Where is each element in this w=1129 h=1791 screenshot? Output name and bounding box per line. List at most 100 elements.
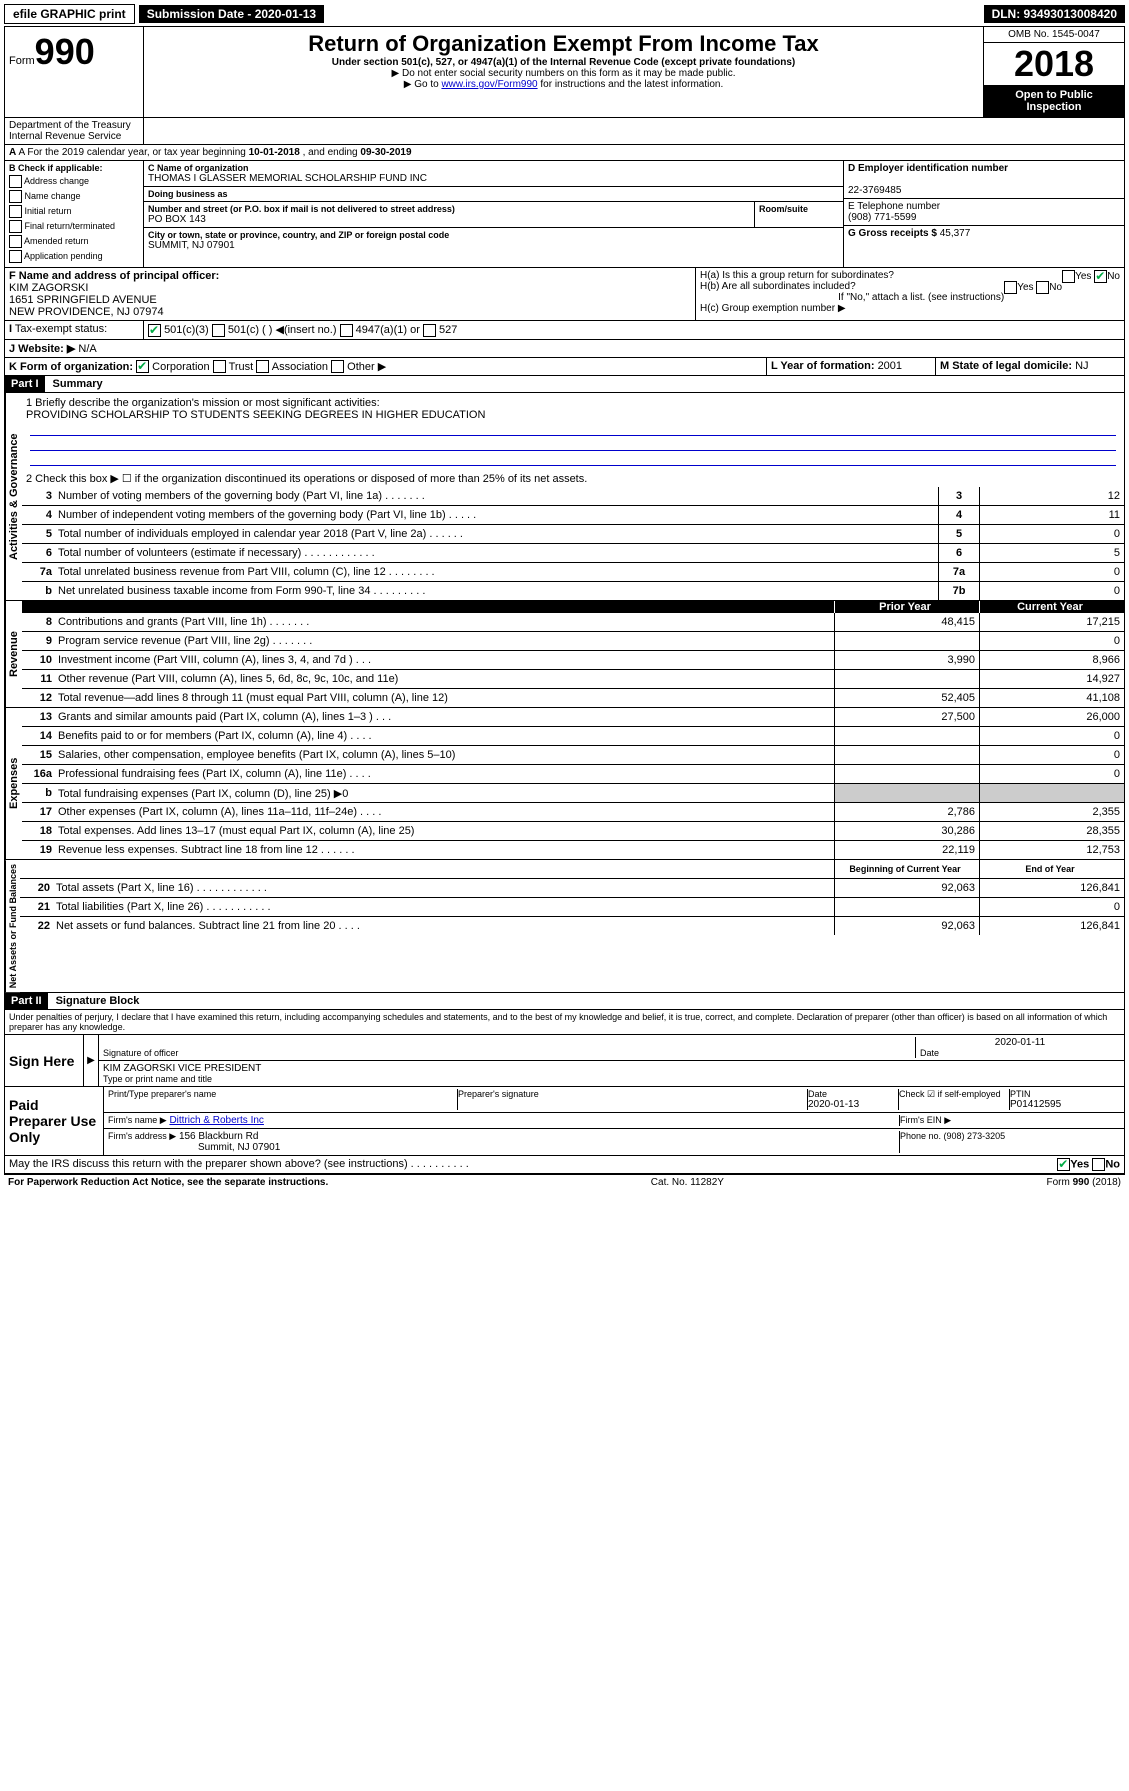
summary-line: 18Total expenses. Add lines 13–17 (must … bbox=[22, 822, 1124, 841]
end-year-header: End of Year bbox=[979, 860, 1124, 878]
prep-date: 2020-01-13 bbox=[808, 1099, 898, 1110]
paid-prep-label: Paid Preparer Use Only bbox=[5, 1087, 104, 1155]
summary-line: 14Benefits paid to or for members (Part … bbox=[22, 727, 1124, 746]
check-501c3[interactable] bbox=[148, 324, 161, 337]
check-address-change[interactable]: Address change bbox=[9, 175, 139, 188]
org-city: SUMMIT, NJ 07901 bbox=[148, 240, 839, 251]
check-application-pending[interactable]: Application pending bbox=[9, 250, 139, 263]
prep-date-label: Date bbox=[808, 1089, 898, 1099]
discuss-row: May the IRS discuss this return with the… bbox=[4, 1156, 1125, 1174]
sign-here-label: Sign Here bbox=[5, 1035, 84, 1086]
check-applicable: B Check if applicable: Address change Na… bbox=[5, 161, 144, 267]
ptin-value: P01412595 bbox=[1010, 1099, 1120, 1110]
netassets-label: Net Assets or Fund Balances bbox=[5, 860, 20, 992]
form-k: K Form of organization: Corporation Trus… bbox=[5, 358, 767, 376]
prep-name-label: Print/Type preparer's name bbox=[108, 1089, 457, 1099]
expenses-label: Expenses bbox=[5, 708, 22, 859]
summary-line: 5Total number of individuals employed in… bbox=[22, 525, 1124, 544]
city-cell: City or town, state or province, country… bbox=[144, 228, 843, 253]
room-label: Room/suite bbox=[759, 204, 839, 214]
check-501c[interactable] bbox=[212, 324, 225, 337]
firm-phone-label: Phone no. bbox=[900, 1131, 944, 1141]
state-value: NJ bbox=[1075, 360, 1088, 372]
summary-line: 9Program service revenue (Part VIII, lin… bbox=[22, 632, 1124, 651]
check-assoc[interactable] bbox=[256, 360, 269, 373]
tax-status-opts: 501(c)(3) 501(c) ( ) ◀(insert no.) 4947(… bbox=[144, 321, 1124, 339]
form-header: Form990 Return of Organization Exempt Fr… bbox=[4, 26, 1125, 118]
officer-group-row: F Name and address of principal officer:… bbox=[4, 268, 1125, 321]
current-year-header: Current Year bbox=[979, 601, 1124, 613]
check-other[interactable] bbox=[331, 360, 344, 373]
org-name: THOMAS I GLASSER MEMORIAL SCHOLARSHIP FU… bbox=[148, 173, 839, 184]
name-title-label: Type or print name and title bbox=[103, 1074, 1120, 1084]
section-a-label: A bbox=[9, 147, 16, 158]
discuss-no[interactable] bbox=[1092, 1158, 1105, 1171]
dept-row: Department of the Treasury Internal Reve… bbox=[4, 118, 1125, 145]
tax-status-label: Tax-exempt status: bbox=[15, 323, 107, 335]
org-name-cell: C Name of organization THOMAS I GLASSER … bbox=[144, 161, 843, 187]
firm-name-link[interactable]: Dittrich & Roberts Inc bbox=[169, 1115, 263, 1126]
efile-button[interactable]: efile GRAPHIC print bbox=[4, 4, 135, 24]
summary-line: 12Total revenue—add lines 8 through 11 (… bbox=[22, 689, 1124, 707]
check-name-change[interactable]: Name change bbox=[9, 190, 139, 203]
officer-name: KIM ZAGORSKI bbox=[9, 282, 88, 294]
instruction-1: ▶ Do not enter social security numbers o… bbox=[148, 68, 979, 79]
instruction-2: ▶ Go to www.irs.gov/Form990 for instruct… bbox=[148, 79, 979, 90]
sig-officer-label: Signature of officer bbox=[103, 1048, 915, 1058]
mission-block: 1 Briefly describe the organization's mi… bbox=[22, 393, 1124, 470]
officer-typed-name: KIM ZAGORSKI VICE PRESIDENT bbox=[103, 1063, 1120, 1074]
discuss-yes[interactable] bbox=[1057, 1158, 1070, 1171]
prep-name-row: Print/Type preparer's name Preparer's si… bbox=[104, 1087, 1124, 1113]
summary-line: 17Other expenses (Part IX, column (A), l… bbox=[22, 803, 1124, 822]
addr-cell: Number and street (or P.O. box if mail i… bbox=[144, 202, 843, 228]
group-h: H(a) Is this a group return for subordin… bbox=[696, 268, 1124, 320]
check-amended-return[interactable]: Amended return bbox=[9, 235, 139, 248]
sig-officer-line: Signature of officer 2020-01-11 Date bbox=[99, 1035, 1124, 1061]
summary-line: 22Net assets or fund balances. Subtract … bbox=[20, 917, 1124, 935]
entity-block: B Check if applicable: Address change Na… bbox=[4, 161, 1125, 268]
summary-line: 19Revenue less expenses. Subtract line 1… bbox=[22, 841, 1124, 859]
check-corp[interactable] bbox=[136, 360, 149, 373]
perjury-text: Under penalties of perjury, I declare th… bbox=[4, 1010, 1125, 1035]
summary-line: 15Salaries, other compensation, employee… bbox=[22, 746, 1124, 765]
summary-line: 20Total assets (Part X, line 16) . . . .… bbox=[20, 879, 1124, 898]
submission-date: Submission Date - 2020-01-13 bbox=[139, 5, 324, 23]
dept-label-2: Internal Revenue Service bbox=[9, 131, 121, 142]
prep-sig-label: Preparer's signature bbox=[458, 1089, 807, 1099]
period-prefix: A For the 2019 calendar year, or tax yea… bbox=[18, 147, 248, 158]
part-2-badge: Part II bbox=[5, 993, 48, 1009]
part-1-header: Part I Summary bbox=[4, 376, 1125, 393]
year-box: OMB No. 1545-0047 2018 Open to Public In… bbox=[983, 27, 1124, 117]
form-k-label: K Form of organization: bbox=[9, 361, 133, 373]
gross-cell: G Gross receipts $ 45,377 bbox=[844, 226, 1124, 241]
begin-date: 10-01-2018 bbox=[249, 147, 300, 158]
state-label: M State of legal domicile: bbox=[940, 360, 1075, 372]
ptin-label: PTIN bbox=[1010, 1089, 1120, 1099]
line-2: 2 Check this box ▶ ☐ if the organization… bbox=[22, 470, 1124, 487]
dept-spacer bbox=[144, 118, 1124, 144]
check-trust[interactable] bbox=[213, 360, 226, 373]
website-row: J Website: ▶ N/A bbox=[4, 340, 1125, 358]
check-527[interactable] bbox=[423, 324, 436, 337]
mission-text: PROVIDING SCHOLARSHIP TO STUDENTS SEEKIN… bbox=[26, 409, 1120, 421]
phone-label: E Telephone number bbox=[848, 201, 940, 212]
top-bar: efile GRAPHIC print Submission Date - 20… bbox=[4, 4, 1125, 24]
revenue-label: Revenue bbox=[5, 601, 22, 707]
check-final-return[interactable]: Final return/terminated bbox=[9, 220, 139, 233]
officer-f: F Name and address of principal officer:… bbox=[5, 268, 696, 320]
summary-line: 11Other revenue (Part VIII, column (A), … bbox=[22, 670, 1124, 689]
dba-cell: Doing business as bbox=[144, 187, 843, 202]
check-b-header: B Check if applicable: bbox=[9, 163, 103, 173]
net-header-row: Beginning of Current Year End of Year bbox=[20, 860, 1124, 879]
check-initial-return[interactable]: Initial return bbox=[9, 205, 139, 218]
check-4947[interactable] bbox=[340, 324, 353, 337]
arrow-icon: ▶ bbox=[84, 1035, 99, 1086]
summary-revenue: Revenue Prior Year Current Year 8Contrib… bbox=[4, 601, 1125, 708]
officer-addr1: 1651 SPRINGFIELD AVENUE bbox=[9, 294, 157, 306]
year-formation: L Year of formation: 2001 bbox=[767, 358, 936, 376]
discuss-text: May the IRS discuss this return with the… bbox=[9, 1158, 1057, 1171]
ha-row: H(a) Is this a group return for subordin… bbox=[700, 270, 1120, 281]
officer-addr2: NEW PROVIDENCE, NJ 07974 bbox=[9, 306, 164, 318]
irs-link[interactable]: www.irs.gov/Form990 bbox=[441, 79, 537, 90]
check-self-employed[interactable]: Check ☑ if self-employed bbox=[899, 1089, 1010, 1110]
